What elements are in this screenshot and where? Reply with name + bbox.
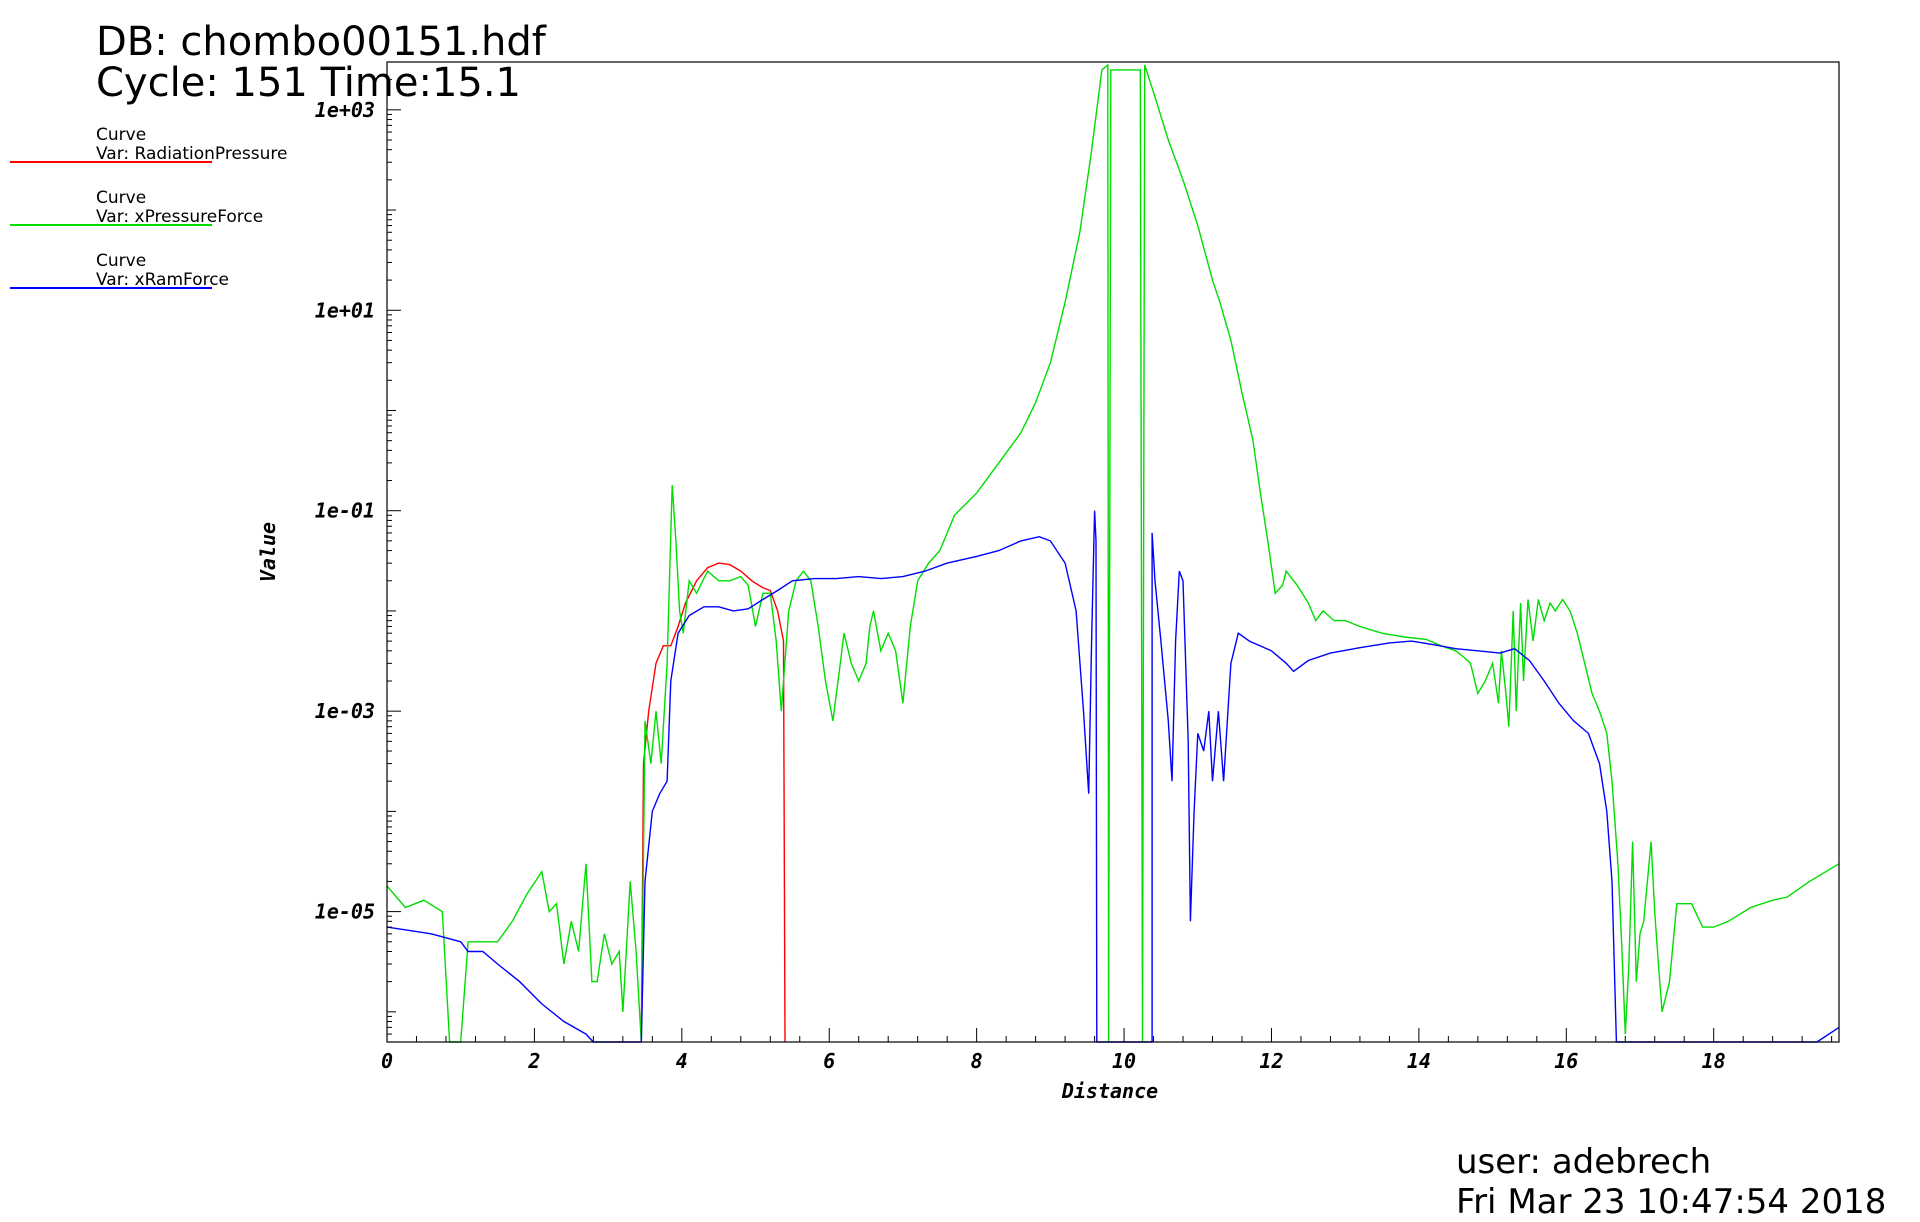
x-tick-label: 0 [381, 1049, 393, 1073]
y-tick-label: 1e+01 [315, 298, 375, 322]
x-tick-label: 6 [823, 1049, 835, 1073]
legend-title: Curve [96, 188, 147, 208]
y-tick-label: 1e+03 [315, 98, 375, 122]
legend-title: Curve [96, 251, 147, 271]
cycle-time-label: Cycle: 151 Time:15.1 [96, 60, 521, 106]
x-tick-label: 12 [1259, 1049, 1283, 1073]
y-tick-label: 1e-03 [315, 699, 375, 723]
plot-series-layer [386, 63, 1840, 1043]
y-tick-label: 1e-05 [315, 900, 375, 924]
series-line-xPressureForce [386, 63, 1840, 1043]
x-tick-label: 16 [1554, 1049, 1578, 1073]
x-axis-title: Distance [1061, 1079, 1158, 1103]
y-tick-label: 1e-01 [315, 499, 375, 523]
x-tick-label: 18 [1702, 1049, 1726, 1073]
series-line-xRamForce [386, 510, 1840, 1043]
timestamp-label: Fri Mar 23 10:47:54 2018 [1456, 1182, 1887, 1222]
y-axis-title: Value [256, 522, 280, 582]
legend-var-label: Var: RadiationPressure [96, 144, 288, 164]
plot-frame [386, 61, 1840, 1043]
series-line-RadiationPressure [640, 562, 786, 1043]
legend-title: Curve [96, 125, 147, 145]
x-tick-label: 8 [971, 1049, 983, 1073]
legend-swatch-line [10, 161, 212, 163]
x-tick-label: 14 [1407, 1049, 1431, 1073]
x-axis: 0 2 4 6 8 10 12 14 16 18 [381, 1028, 1833, 1073]
y-axis: 1e-05 1e-03 1e-01 1e+01 1e+03 [315, 61, 401, 1043]
x-tick-label: 2 [527, 1049, 540, 1073]
x-tick-label: 4 [676, 1049, 688, 1073]
user-label: user: adebrech [1456, 1142, 1712, 1182]
legend-swatch-line [10, 287, 212, 289]
database-title: DB: chombo00151.hdf [96, 19, 546, 65]
legend-var-label: Var: xPressureForce [96, 207, 264, 227]
legend-swatch-line [10, 224, 212, 226]
legend-var-label: Var: xRamForce [96, 270, 230, 290]
x-tick-label: 10 [1112, 1049, 1136, 1073]
